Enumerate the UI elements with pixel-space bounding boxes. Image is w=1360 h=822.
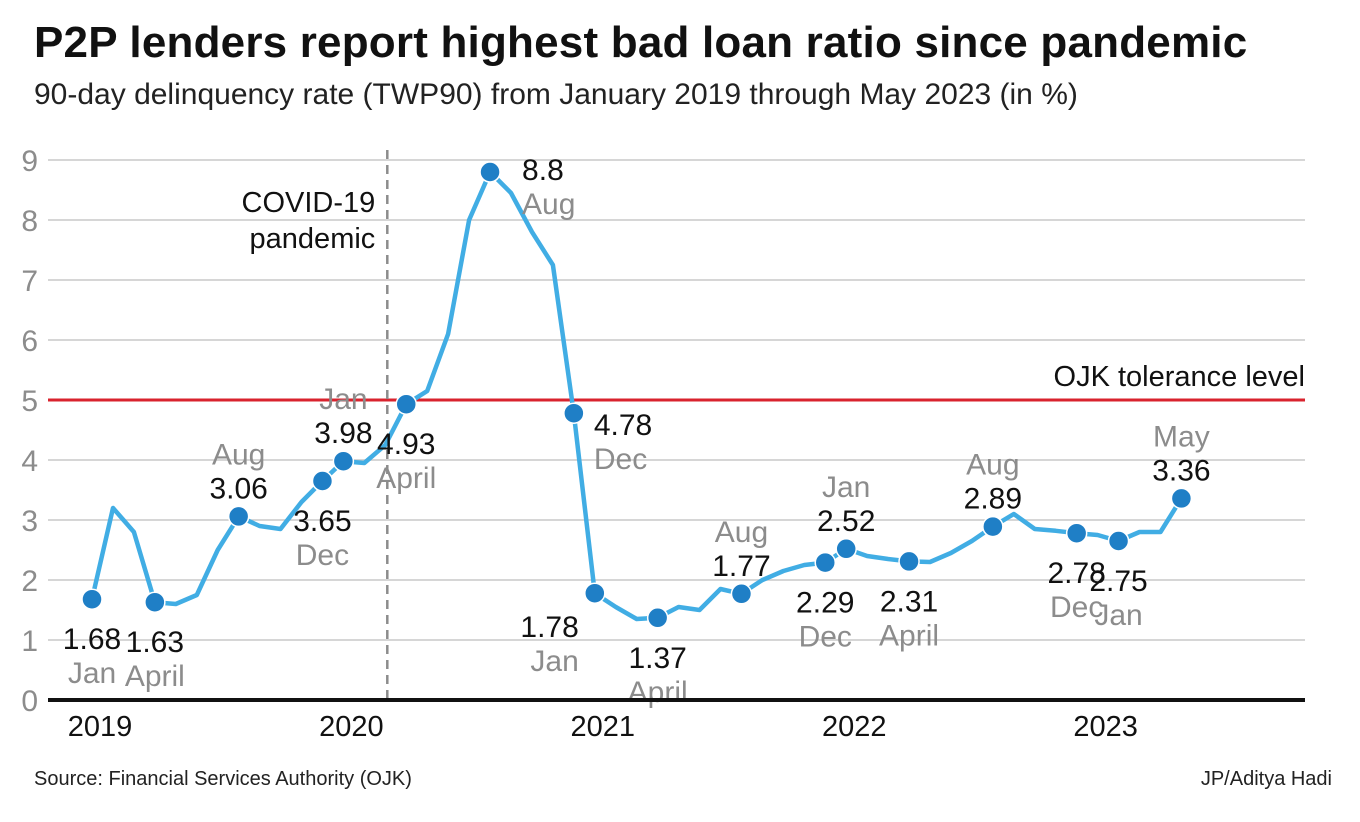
data-point [835,538,857,560]
value-label: 3.98 [314,417,372,450]
y-tick-label: 0 [21,685,38,718]
value-label: 2.29 [796,587,854,620]
tolerance-line-group: OJK tolerance level [48,361,1305,402]
value-label: 1.37 [628,642,686,675]
x-tick-label: 2022 [822,711,887,743]
pandemic-label: pandemic [250,223,376,255]
data-points [81,161,1193,629]
y-tick-label: 1 [21,625,38,658]
data-point [982,515,1004,538]
data-point [479,161,501,183]
pandemic-marker-group: COVID-19 pandemic [242,150,389,700]
value-label: 2.89 [964,483,1022,516]
value-label: 1.77 [712,550,770,583]
month-label: Jan [822,471,870,504]
data-point [898,550,920,573]
data-point [332,450,355,472]
value-label: 1.68 [63,623,121,656]
data-point [730,583,753,605]
axes: 0 1 2 3 4 5 6 7 8 9 2019 2020 2021 2022 2023 [21,145,1305,743]
data-labels: 1.68Jan1.63April3.06Aug3.65Dec3.98Jan4.9… [63,154,1211,709]
x-tick-label: 2019 [68,711,133,743]
y-tick-label: 7 [21,265,38,298]
data-point [1107,530,1130,552]
value-label: 2.52 [817,505,875,538]
value-label: 2.31 [880,585,938,618]
month-label: April [125,660,185,693]
data-point [144,591,166,613]
data-point [1170,487,1193,510]
y-tick-label: 4 [21,445,38,478]
y-tick-label: 8 [21,205,38,238]
month-label: Dec [799,621,852,654]
data-point [81,588,103,610]
data-point [311,470,334,492]
month-label: Aug [522,188,575,221]
value-label: 2.78 [1047,557,1105,590]
source-note: Source: Financial Services Authority (OJ… [34,768,412,790]
data-point [646,607,669,629]
x-tick-label: 2023 [1073,711,1138,743]
credit-note: JP/Aditya Hadi [1200,768,1332,790]
value-label: 2.75 [1089,565,1147,598]
value-label: 4.93 [377,428,435,461]
month-label: Jan [319,383,367,416]
month-label: Jan [68,657,116,690]
data-point [814,551,836,574]
y-tick-label: 6 [21,325,38,358]
data-point [1065,522,1088,544]
x-tick-label: 2021 [571,711,636,743]
pandemic-label: COVID-19 [242,187,376,219]
month-label: Jan [530,645,578,678]
value-label: 3.65 [293,505,351,538]
value-label: 8.8 [522,154,564,187]
value-label: 4.78 [594,409,652,442]
month-label: Dec [594,443,647,476]
value-label: 3.06 [209,472,267,505]
month-label: Aug [966,449,1019,482]
data-point [584,582,606,604]
tolerance-label: OJK tolerance level [1054,361,1305,393]
month-label: Dec [296,539,349,572]
y-tick-label: 2 [21,565,38,598]
chart-title: P2P lenders report highest bad loan rati… [34,18,1248,67]
month-label: April [376,462,436,495]
line-chart: OJK tolerance level COVID-19 pandemic 1.6… [21,145,1305,743]
month-label: April [628,676,688,709]
month-label: May [1153,420,1210,453]
data-point [227,505,250,528]
y-tick-label: 3 [21,505,38,538]
chart-subtitle: 90-day delinquency rate (TWP90) from Jan… [34,78,1078,111]
data-point [395,393,417,415]
month-label: Aug [715,516,768,549]
value-label: 3.36 [1152,454,1210,487]
x-tick-label: 2020 [319,711,384,743]
month-label: April [879,619,939,652]
y-tick-label: 5 [21,385,38,418]
month-label: Aug [212,438,265,471]
month-label: Dec [1050,591,1103,624]
month-label: Jan [1094,599,1142,632]
value-label: 1.78 [520,611,578,644]
value-label: 1.63 [126,626,184,659]
data-point [563,402,585,424]
y-tick-label: 9 [21,145,38,178]
